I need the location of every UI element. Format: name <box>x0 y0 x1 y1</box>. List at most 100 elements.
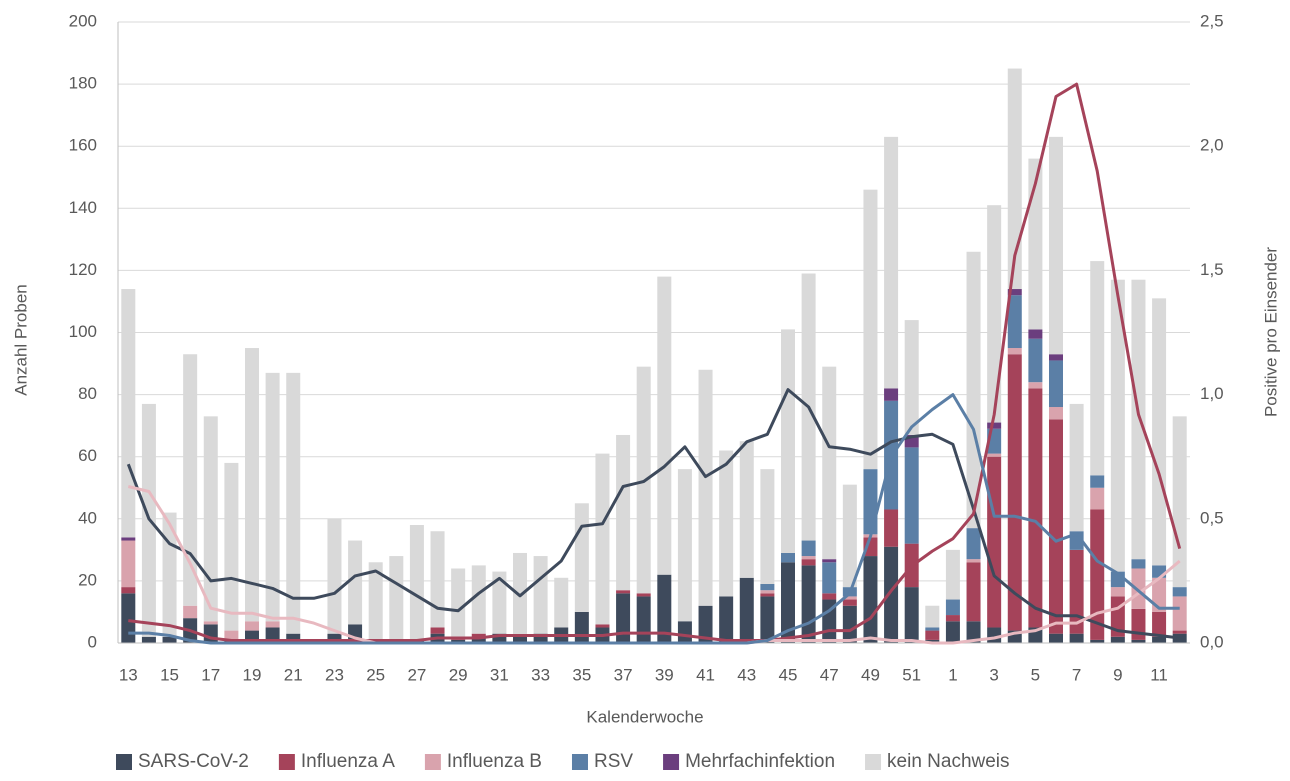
y-tick-label: 160 <box>69 136 97 155</box>
bar-segment <box>183 605 198 619</box>
bar-segment <box>987 627 1002 643</box>
bar-segment <box>224 630 239 640</box>
bar-segment <box>760 590 775 594</box>
legend-swatch <box>278 754 295 770</box>
bar-segment <box>1049 136 1063 355</box>
y2-tick-label: 2,5 <box>1200 11 1224 30</box>
line-series <box>128 82 1182 642</box>
bar-segment <box>966 528 981 560</box>
bar-segment <box>183 354 198 606</box>
y2-tick-label: 1,5 <box>1200 260 1224 279</box>
x-tick-label: 17 <box>201 665 220 684</box>
bar-segment <box>884 388 899 401</box>
y2-tick-label: 1,0 <box>1200 384 1224 403</box>
bar-segment <box>616 590 631 594</box>
bar-segment <box>451 639 466 643</box>
bar-segment <box>327 633 342 643</box>
bar-segment <box>781 562 795 643</box>
bar-segment <box>121 289 136 538</box>
bar-segment <box>904 587 919 643</box>
bar-segment <box>1110 636 1125 643</box>
x-tick-label: 15 <box>160 665 179 684</box>
bar-segment <box>616 434 631 591</box>
bar-segment <box>595 453 610 625</box>
bar-segment <box>945 549 960 600</box>
bar-segment <box>1110 279 1125 572</box>
bar-segment <box>1007 348 1022 355</box>
y-tick-label: 180 <box>69 74 97 93</box>
bar-segment <box>801 540 816 557</box>
line-series <box>128 393 1180 645</box>
bar-segment <box>760 469 775 585</box>
bar-segment <box>1090 261 1105 476</box>
bar-segment <box>471 636 486 643</box>
x-tick-label: 33 <box>531 665 550 684</box>
x-tick-label: 39 <box>655 665 674 684</box>
legend-label: Mehrfachinfektion <box>685 751 835 772</box>
bar-segment <box>595 624 610 628</box>
bar-segment <box>430 627 445 634</box>
bar-segment <box>1131 639 1146 643</box>
bar-segment <box>389 556 404 643</box>
bar-segment <box>822 559 837 563</box>
bar-segment <box>987 205 1002 423</box>
x-tick-label: 9 <box>1113 665 1122 684</box>
bar-segment <box>203 624 218 643</box>
bar-segment <box>121 587 136 594</box>
bar-segment <box>945 621 960 643</box>
bar-segment <box>533 556 548 634</box>
bar-segment <box>1172 633 1187 643</box>
bar-segment <box>698 369 713 606</box>
bar-segment <box>245 348 259 622</box>
x-tick-label: 51 <box>902 665 921 684</box>
bar-segment <box>574 611 589 643</box>
bar-segment <box>1028 388 1043 628</box>
line-series <box>126 388 1180 640</box>
bar-segment <box>492 571 507 634</box>
y-tick-label: 120 <box>69 260 97 279</box>
bar-segment <box>822 366 837 560</box>
bar-segment <box>265 621 280 628</box>
bar-segment <box>904 320 919 435</box>
bar-segment <box>1049 360 1063 408</box>
bar-segment <box>1049 407 1063 420</box>
bar-segment <box>925 627 940 631</box>
bar-segment <box>471 565 486 634</box>
y-tick-label: 40 <box>78 508 97 527</box>
y-tick-label: 100 <box>69 322 97 341</box>
bar-segment <box>677 621 692 643</box>
bar-segment <box>863 189 878 470</box>
bar-segment <box>739 441 754 578</box>
bar-segment <box>904 447 919 544</box>
bar-segment <box>1069 403 1084 532</box>
bar-segment <box>492 633 507 643</box>
bar-segment <box>451 568 466 637</box>
bar-segment <box>409 525 424 640</box>
bar-segment <box>554 577 569 628</box>
x-tick-label: 49 <box>861 665 880 684</box>
bar-segment <box>1131 568 1146 609</box>
y-tick-label: 0 <box>88 632 97 651</box>
line-series <box>127 485 1181 645</box>
bar-segment <box>141 636 156 643</box>
x-tick-label: 35 <box>572 665 591 684</box>
bar-segment <box>966 251 981 529</box>
bar-segment <box>925 630 940 640</box>
x-tick-label: 29 <box>449 665 468 684</box>
bar-segment <box>286 633 301 643</box>
bar-segment <box>1172 587 1187 597</box>
y-tick-label: 20 <box>78 570 97 589</box>
y-tick-label: 140 <box>69 198 97 217</box>
bar-segment <box>1172 630 1187 634</box>
bar-segment <box>1131 608 1146 640</box>
bar-segment <box>203 621 218 625</box>
bar-segment <box>925 639 940 643</box>
bar-segment <box>1049 633 1063 643</box>
x-tick-label: 3 <box>989 665 998 684</box>
bar-segment <box>966 621 981 643</box>
bar-segment <box>987 456 1002 628</box>
legend-swatch <box>865 754 882 770</box>
bar-segment <box>203 416 218 622</box>
legend-swatch <box>424 754 441 770</box>
